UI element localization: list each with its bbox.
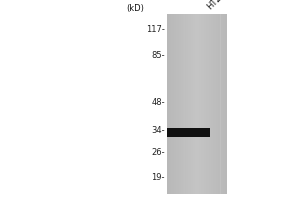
Bar (169, 14, 170, 194)
Bar (208, 14, 210, 194)
Bar (190, 14, 192, 194)
Bar (192, 14, 193, 194)
Bar (186, 14, 187, 194)
Bar (177, 14, 178, 194)
Bar (210, 14, 211, 194)
Bar (168, 14, 169, 194)
Bar (170, 14, 171, 194)
Bar (201, 14, 202, 194)
Bar (184, 14, 186, 194)
Bar (175, 14, 176, 194)
Bar (172, 14, 174, 194)
Bar (222, 14, 223, 194)
Bar (167, 14, 226, 194)
Bar (195, 14, 196, 194)
Bar (220, 14, 222, 194)
Bar (171, 14, 172, 194)
Text: HT29: HT29 (206, 0, 227, 11)
Bar (194, 14, 195, 194)
Bar (193, 14, 194, 194)
Bar (219, 14, 220, 194)
Bar (199, 14, 200, 194)
Bar (174, 14, 175, 194)
Bar (178, 14, 180, 194)
Bar (202, 14, 204, 194)
Bar (217, 14, 218, 194)
Bar (167, 14, 168, 194)
Bar (180, 14, 181, 194)
Bar (216, 14, 217, 194)
Bar (196, 14, 198, 194)
Bar (204, 14, 205, 194)
Bar (213, 14, 214, 194)
Text: 26-: 26- (152, 148, 165, 157)
Bar (223, 14, 224, 194)
Text: 19-: 19- (152, 173, 165, 182)
Bar (207, 14, 208, 194)
Bar (224, 14, 225, 194)
Bar (176, 14, 177, 194)
Bar (200, 14, 201, 194)
Bar (183, 14, 184, 194)
Bar (187, 14, 188, 194)
Bar (225, 14, 226, 194)
Text: (kD): (kD) (126, 4, 144, 13)
Text: 117-: 117- (146, 25, 165, 34)
Bar (218, 14, 219, 194)
Bar (211, 14, 212, 194)
Bar (189, 14, 190, 194)
Bar (181, 14, 182, 194)
Bar (198, 14, 199, 194)
Bar (212, 14, 213, 194)
Bar (182, 14, 183, 194)
Bar (214, 14, 216, 194)
Text: 48-: 48- (152, 98, 165, 107)
Bar (167, 128, 210, 137)
Bar (206, 14, 207, 194)
Text: 34-: 34- (152, 126, 165, 135)
Bar (205, 14, 206, 194)
Text: 85-: 85- (152, 51, 165, 60)
Bar (188, 14, 189, 194)
